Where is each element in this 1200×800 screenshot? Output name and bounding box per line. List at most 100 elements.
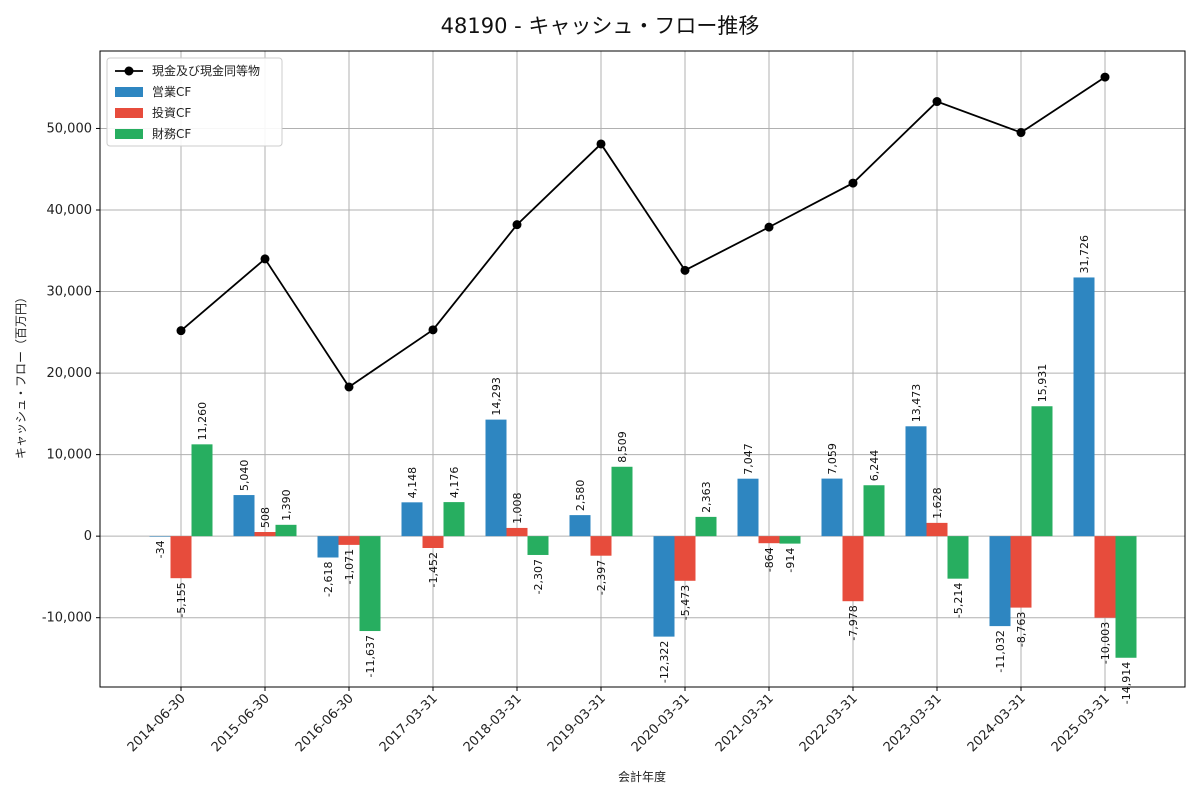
data-label: -5,155	[175, 582, 188, 617]
x-tick-label: 2019-03-31	[545, 691, 609, 755]
bar-投資CF	[506, 527, 528, 537]
y-tick-label: 50,000	[47, 121, 93, 136]
legend-bar-swatch	[115, 108, 143, 118]
bar-財務CF	[359, 536, 381, 632]
cash-point	[512, 220, 522, 230]
data-label: -864	[763, 547, 776, 572]
x-tick-label: 2015-06-30	[209, 691, 273, 755]
bar-投資CF	[170, 536, 192, 579]
legend-bar-swatch	[115, 129, 143, 139]
data-label: 14,293	[490, 377, 503, 416]
data-label: -914	[784, 548, 797, 573]
bar-投資CF	[1094, 536, 1116, 618]
bar-営業CF	[401, 502, 423, 537]
bar-営業CF	[653, 536, 675, 637]
data-label: 6,244	[868, 450, 881, 482]
bar-財務CF	[779, 536, 801, 544]
bar-財務CF	[611, 466, 633, 537]
y-axis-label: キャッシュ・フロー（百万円）	[14, 291, 28, 459]
data-label: 5,040	[238, 460, 251, 492]
data-label: 2,580	[574, 480, 587, 512]
x-tick-label: 2022-03-31	[797, 691, 861, 755]
x-tick-label: 2018-03-31	[461, 691, 525, 755]
bar-営業CF	[821, 478, 843, 537]
plot-frame	[99, 50, 1186, 688]
data-label-layer: -34 5,040 -2,618 4,148 14,293 2,580 -12,322 7,0…	[154, 235, 1133, 704]
data-label: -1,071	[343, 549, 356, 584]
cash-point	[344, 382, 354, 392]
data-label: 4,148	[406, 467, 419, 499]
x-tick-label: 2017-03-31	[377, 691, 441, 755]
bar-営業CF	[233, 495, 255, 537]
cash-point	[428, 325, 438, 335]
bar-投資CF	[1010, 536, 1032, 608]
data-label: 13,473	[910, 384, 923, 423]
cash-line	[180, 76, 1106, 389]
data-label: -7,978	[847, 605, 860, 640]
bar-投資CF	[254, 532, 276, 537]
cash-point	[848, 178, 858, 188]
y-tick-label: 40,000	[47, 203, 93, 218]
data-label: 1,008	[511, 492, 524, 524]
data-label: -14,914	[1120, 662, 1133, 704]
legend-bar-swatch	[115, 87, 143, 97]
bar-財務CF	[275, 524, 297, 537]
cash-point	[176, 326, 186, 336]
cash-point	[680, 265, 690, 275]
cash-point	[932, 97, 942, 107]
x-tick-label: 2020-03-31	[629, 691, 693, 755]
legend-label: 投資CF	[152, 105, 191, 120]
legend-marker	[124, 66, 134, 76]
data-label: -2,618	[322, 562, 335, 597]
cash-point	[1100, 72, 1110, 82]
x-tick-label: 2016-06-30	[293, 691, 357, 755]
bar-営業CF	[317, 536, 339, 558]
legend-label: 現金及び現金同等物	[152, 63, 260, 78]
bar-財務CF	[1031, 406, 1053, 537]
data-label: 15,931	[1036, 364, 1049, 403]
bar-財務CF	[863, 485, 885, 537]
bar-投資CF	[422, 536, 444, 548]
legend-box	[106, 57, 283, 147]
data-label: 7,059	[826, 443, 839, 475]
chart-title: 48190 - キャッシュ・フロー推移	[441, 14, 760, 38]
legend-label: 営業CF	[152, 85, 191, 99]
bar-layer	[149, 277, 1137, 658]
bar-営業CF	[989, 536, 1011, 627]
data-label: -2,397	[595, 560, 608, 595]
data-label: -34	[154, 540, 167, 558]
data-label: -1,452	[427, 552, 440, 587]
cash-point	[764, 222, 774, 232]
x-tick-label: 2024-03-31	[965, 691, 1029, 755]
data-label: 2,363	[700, 481, 713, 513]
bar-財務CF	[527, 536, 549, 555]
bar-財務CF	[443, 502, 465, 537]
bar-営業CF	[905, 426, 927, 537]
cash-point	[596, 139, 606, 149]
data-label: 1,390	[280, 489, 293, 521]
data-label: -11,637	[364, 635, 377, 677]
bar-財務CF	[695, 516, 717, 537]
data-label: 508	[259, 507, 272, 528]
y-tick-label: -10,000	[42, 611, 92, 626]
data-label: 7,047	[742, 443, 755, 475]
data-label: -5,473	[679, 585, 692, 620]
bar-営業CF	[1073, 277, 1095, 537]
bar-営業CF	[485, 419, 507, 537]
bar-投資CF	[338, 536, 360, 545]
y-tick-label: 20,000	[47, 366, 93, 381]
bar-投資CF	[758, 536, 780, 544]
bar-投資CF	[842, 536, 864, 602]
bar-財務CF	[947, 536, 969, 579]
y-tick-label: 10,000	[47, 448, 93, 463]
data-label: -12,322	[658, 641, 671, 683]
y-tick-label: 0	[84, 529, 92, 544]
data-label: 4,176	[448, 467, 461, 499]
legend-label: 財務CF	[152, 126, 191, 141]
data-label: -10,003	[1099, 622, 1112, 664]
data-label: 8,509	[616, 431, 629, 463]
x-tick-label: 2023-03-31	[881, 691, 945, 755]
x-tick-label: 2014-06-30	[125, 691, 189, 755]
